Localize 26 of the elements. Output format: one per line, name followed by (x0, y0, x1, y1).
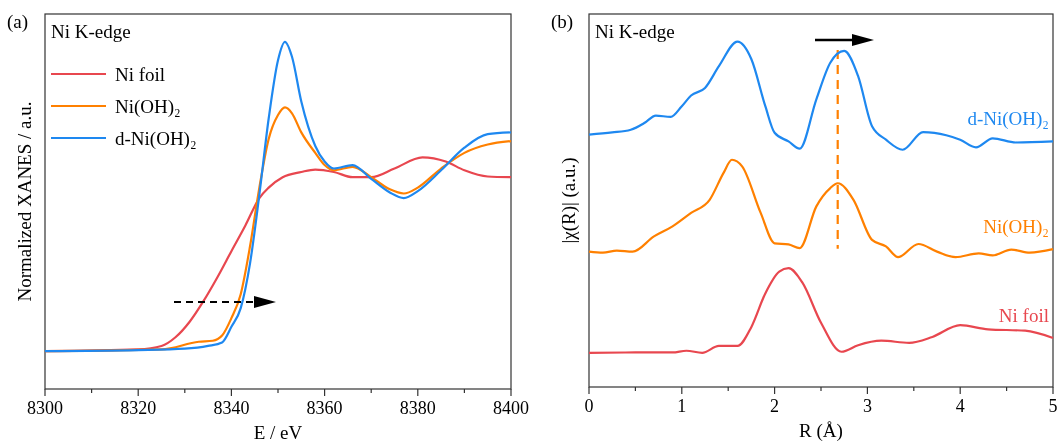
x-axis-title: E / eV (253, 422, 303, 443)
x-tick-label: 8360 (306, 398, 343, 418)
x-axis-title: R (Å) (799, 420, 843, 442)
x-tick-label: 2 (770, 396, 780, 416)
x-tick-label: 1 (677, 396, 687, 416)
series-label: d-Ni(OH)₂ (967, 108, 1049, 131)
series-label: Ni(OH)₂ (983, 216, 1049, 239)
annotation: Ni K-edge (595, 21, 675, 42)
x-tick-label: 8320 (120, 398, 157, 418)
x-tick-label: 8400 (493, 398, 529, 418)
x-tick-label: 3 (862, 396, 872, 416)
chart-title: (a) (7, 11, 29, 33)
x-tick-label: 4 (955, 396, 965, 416)
chart-title: (b) (551, 11, 574, 33)
legend-label: d-Ni(OH)₂ (115, 128, 197, 150)
y-axis-title: |χ(R)| (a.u.) (558, 157, 580, 244)
x-tick-label: 8380 (399, 398, 436, 418)
y-axis-title: Normalized XANES / a.u. (14, 101, 35, 302)
annotation: Ni K-edge (51, 21, 131, 42)
x-tick-label: 8300 (27, 398, 63, 418)
legend-label: Ni foil (115, 64, 166, 85)
series-label: Ni foil (998, 304, 1049, 326)
legend-label: Ni(OH)₂ (115, 96, 181, 118)
x-tick-label: 0 (584, 396, 594, 416)
x-tick-label: 5 (1048, 396, 1058, 416)
x-tick-label: 8340 (213, 398, 250, 418)
